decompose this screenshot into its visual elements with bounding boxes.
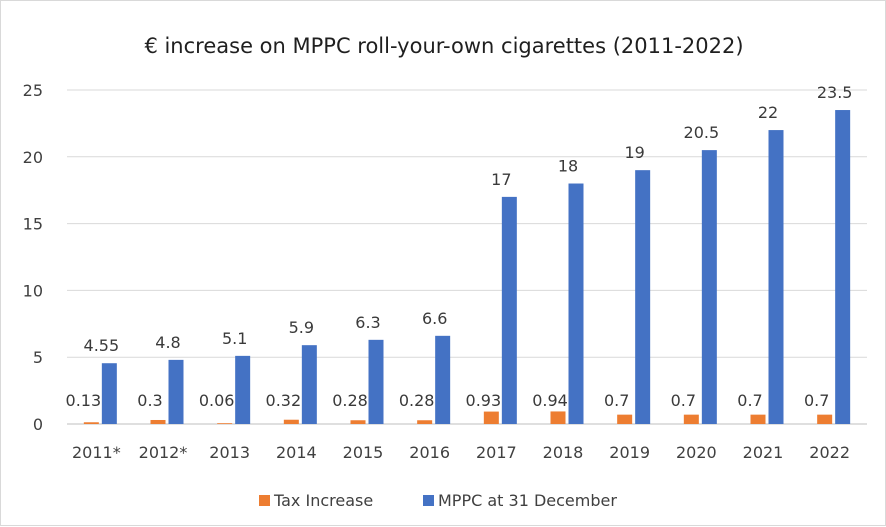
x-category-label: 2021 [743, 443, 784, 462]
mppc-data-label: 6.3 [355, 313, 380, 332]
mppc-bar [235, 355, 251, 424]
tax-increase-data-label: 0.94 [532, 391, 568, 410]
mppc-bar [835, 110, 851, 424]
mppc-bar [301, 345, 317, 424]
mppc-data-label: 6.6 [422, 309, 447, 328]
tax-increase-bar [150, 419, 166, 424]
tax-increase-data-label: 0.3 [137, 391, 162, 410]
mppc-bar [568, 183, 584, 424]
chart-title: € increase on MPPC roll-your-own cigaret… [144, 34, 743, 58]
x-category-label: 2016 [409, 443, 450, 462]
x-category-label: 2012* [139, 443, 188, 462]
mppc-bar [701, 150, 717, 424]
tax-increase-data-label: 0.7 [604, 391, 629, 410]
data-labels: 0.13 0.3 0.06 0.32 0.28 0.28 0.93 0.94 0.7 0.7 0.7… [66, 83, 853, 410]
mppc-bar [501, 196, 517, 424]
mppc-bar [768, 130, 784, 424]
tax-increase-data-label: 0.32 [266, 391, 302, 410]
x-category-label: 2022 [809, 443, 850, 462]
mppc-data-label: 22 [758, 103, 778, 122]
mppc-bar [101, 363, 117, 424]
mppc-data-label: 19 [624, 143, 644, 162]
tax-increase-bar [283, 419, 299, 424]
mppc-data-label: 17 [491, 170, 511, 189]
x-category-label: 2013 [209, 443, 250, 462]
tax-increase-data-label: 0.7 [804, 391, 829, 410]
mppc-data-label: 4.8 [155, 333, 180, 352]
y-axis-tick-labels: 0 5 10 15 20 25 [23, 81, 43, 434]
tax-increase-bar [617, 414, 633, 424]
mppc-bar [368, 339, 384, 424]
tax-increase-data-label: 0.06 [199, 391, 235, 410]
x-category-label: 2015 [343, 443, 384, 462]
x-axis-category-labels: 2011* 2012* 2013 2014 2015 2016 2017 2018 2019 20… [72, 443, 850, 462]
tax-increase-bar [550, 411, 566, 424]
legend: Tax Increase MPPC at 31 December [259, 491, 617, 510]
tax-increase-bar [417, 420, 433, 424]
tax-increase-data-label: 0.7 [737, 391, 762, 410]
tax-increase-bar [483, 411, 499, 424]
mppc-bar [168, 359, 184, 424]
tax-increase-bar [350, 420, 366, 424]
x-category-label: 2019 [609, 443, 650, 462]
y-tick-label: 0 [33, 415, 43, 434]
mppc-bar [435, 335, 451, 424]
tax-increase-bar [817, 414, 833, 424]
mppc-data-label: 20.5 [684, 123, 720, 142]
mppc-data-label: 5.1 [222, 329, 247, 348]
x-category-label: 2017 [476, 443, 517, 462]
mppc-bar [635, 170, 651, 424]
x-category-label: 2020 [676, 443, 717, 462]
mppc-data-label: 23.5 [817, 83, 853, 102]
tax-increase-data-label: 0.93 [466, 391, 502, 410]
y-tick-label: 25 [23, 81, 43, 100]
tax-increase-data-label: 0.7 [671, 391, 696, 410]
mppc-data-label: 5.9 [289, 318, 314, 337]
gridlines [67, 89, 867, 425]
legend-label-tax-increase: Tax Increase [273, 491, 373, 510]
y-tick-label: 20 [23, 148, 43, 167]
bars [83, 110, 851, 424]
tax-increase-bar [83, 422, 99, 424]
tax-increase-data-label: 0.28 [332, 391, 368, 410]
tax-increase-bar [683, 414, 699, 424]
y-tick-label: 10 [23, 281, 43, 300]
x-category-label: 2014 [276, 443, 317, 462]
legend-swatch-mppc [423, 495, 434, 506]
tax-increase-bar [217, 423, 233, 424]
mppc-data-label: 18 [558, 157, 578, 176]
mppc-data-label: 4.55 [84, 336, 120, 355]
y-tick-label: 5 [33, 348, 43, 367]
tax-increase-data-label: 0.28 [399, 391, 435, 410]
x-category-label: 2018 [543, 443, 584, 462]
x-category-label: 2011* [72, 443, 121, 462]
legend-swatch-tax-increase [259, 495, 270, 506]
tax-increase-data-label: 0.13 [66, 391, 102, 410]
tax-increase-bar [750, 414, 766, 424]
legend-label-mppc: MPPC at 31 December [438, 491, 617, 510]
y-tick-label: 15 [23, 215, 43, 234]
